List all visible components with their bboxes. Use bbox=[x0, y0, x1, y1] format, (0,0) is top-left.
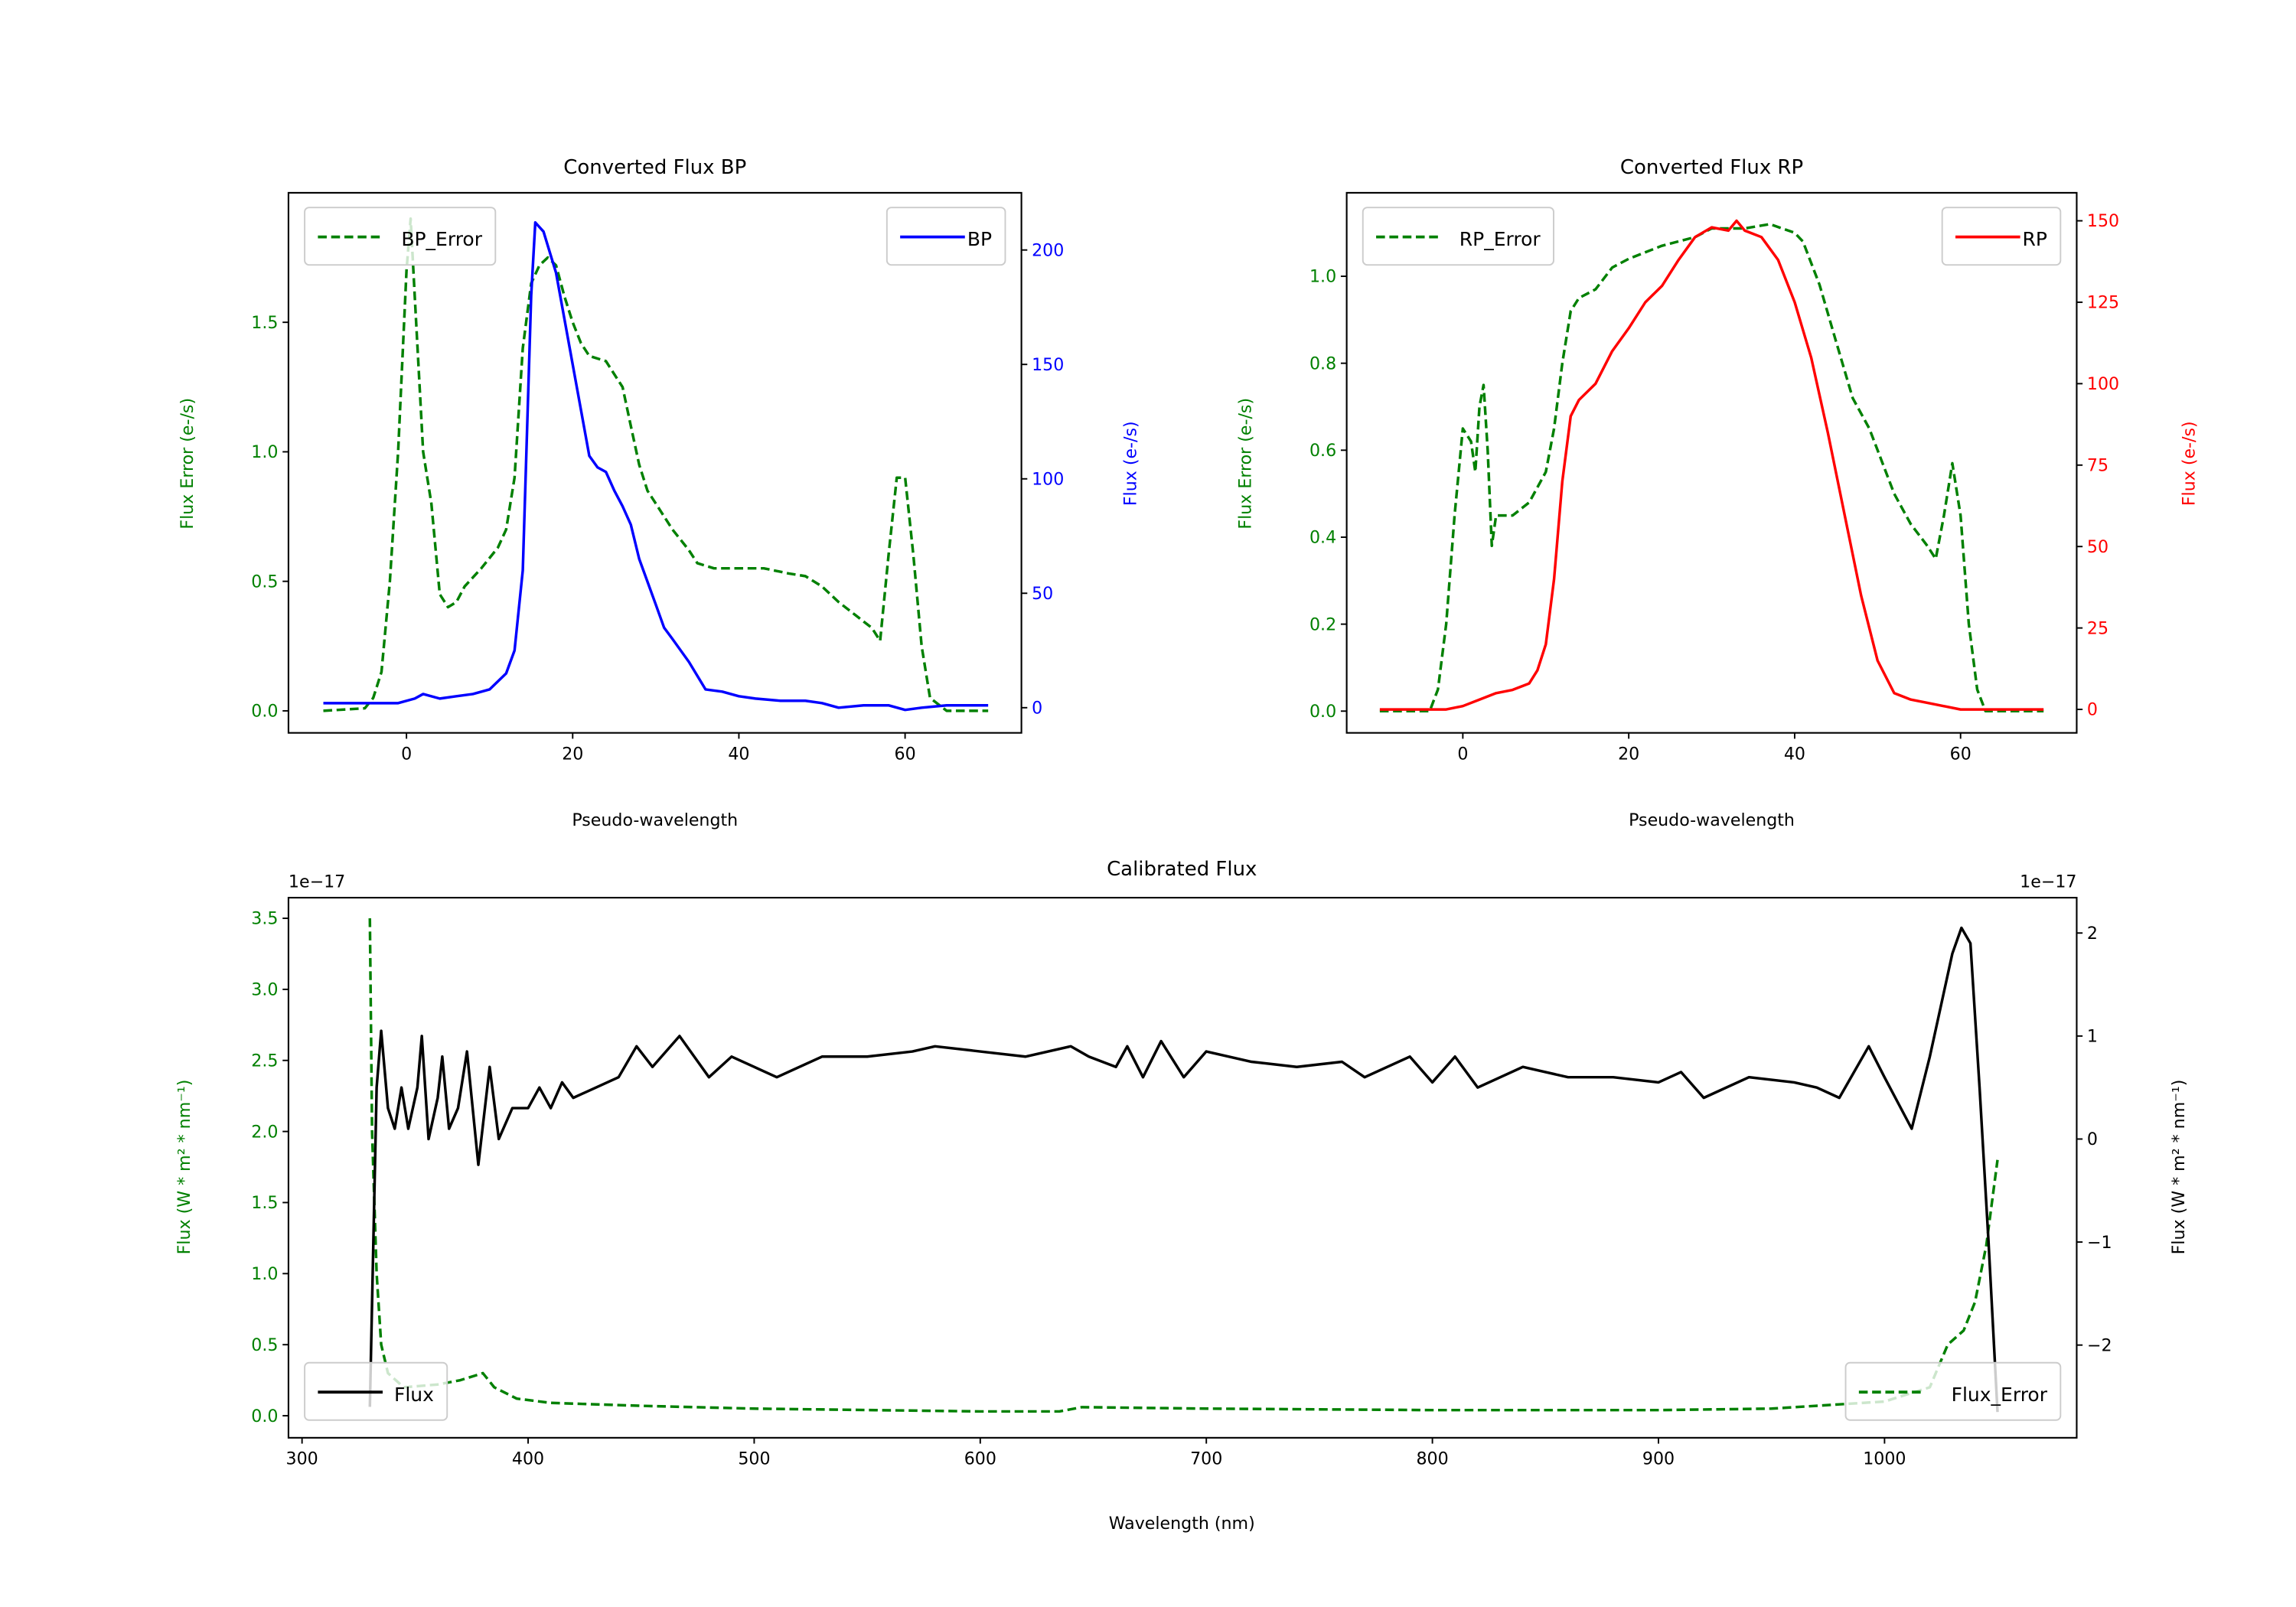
y-right-tick-label: 100 bbox=[2087, 374, 2119, 394]
legend-flux: Flux bbox=[304, 1361, 448, 1421]
axes-0: 0 20 40 60 0.0 0.5 1.0 1.5 0 50 100 150 200 BP_Error B… bbox=[251, 191, 1064, 764]
x-tick-label: 0 bbox=[401, 744, 412, 764]
legend-label: BP_Error bbox=[401, 228, 482, 250]
x-tick-label: 900 bbox=[1642, 1449, 1675, 1468]
y-left-tick-label: 0.0 bbox=[1309, 702, 1336, 722]
y-axis-right-label: Flux (e-/s) bbox=[1121, 421, 1141, 506]
offset-text-right: 1e−17 bbox=[2020, 872, 2076, 892]
y-right-tick-label: −2 bbox=[2087, 1335, 2112, 1355]
y-left-tick-label: 1.0 bbox=[251, 442, 278, 462]
x-tick-label: 1000 bbox=[1863, 1449, 1906, 1468]
axes-1: 0 20 40 60 0.0 0.2 0.4 0.6 0.8 1.0 0 25 50 75 100 125 15… bbox=[1309, 191, 2119, 764]
x-tick-label: 400 bbox=[512, 1449, 544, 1468]
panel-rp: Converted Flux RP Pseudo-wavelength Flux… bbox=[1236, 156, 2200, 830]
series-line-bp bbox=[323, 221, 989, 712]
x-tick-label: 500 bbox=[738, 1449, 770, 1468]
y-axis-left-label: Flux Error (e-/s) bbox=[1236, 398, 1256, 530]
series-line-rp bbox=[1379, 219, 2044, 711]
y-right-tick-label: 0 bbox=[1032, 698, 1042, 718]
y-axis-right-label: Flux (e-/s) bbox=[2179, 421, 2199, 506]
x-axis-label: Pseudo-wavelength bbox=[572, 810, 738, 830]
x-tick-label: 40 bbox=[1784, 744, 1805, 764]
offset-text-left: 1e−17 bbox=[289, 872, 345, 892]
y-right-tick-label: 50 bbox=[2087, 537, 2108, 557]
legend-rp-error: RP_Error bbox=[1362, 207, 1554, 266]
y-left-tick-label: 1.0 bbox=[1309, 267, 1336, 287]
y-left-tick-label: 0.2 bbox=[1309, 614, 1336, 634]
y-left-tick-label: 2.5 bbox=[251, 1051, 278, 1071]
legend-label: Flux_Error bbox=[1952, 1384, 2048, 1406]
y-right-tick-label: 125 bbox=[2087, 293, 2119, 313]
legend-label: BP bbox=[967, 228, 992, 250]
panel-bp: Converted Flux BP Pseudo-wavelength Flux… bbox=[178, 156, 1141, 830]
x-tick-label: 0 bbox=[1457, 744, 1468, 764]
y-right-tick-label: 0 bbox=[2087, 700, 2098, 720]
series-line-flux bbox=[368, 926, 1999, 1413]
chart-title: Converted Flux RP bbox=[1620, 156, 1803, 179]
axes-2: 300 400 500 600 700 800 900 1000 0.0 0.5 1.0 1.5 2.0… bbox=[251, 897, 2112, 1468]
y-right-tick-label: 100 bbox=[1032, 469, 1064, 489]
y-left-tick-label: 3.5 bbox=[251, 909, 278, 929]
plot-frame bbox=[287, 897, 2078, 1439]
y-axis-right-label: Flux (W * m² * nm⁻¹) bbox=[2169, 1080, 2189, 1255]
x-tick-label: 800 bbox=[1416, 1449, 1448, 1468]
y-right-tick-label: 2 bbox=[2087, 924, 2098, 944]
y-right-tick-label: 75 bbox=[2087, 455, 2108, 475]
legend-label: Flux bbox=[394, 1384, 434, 1406]
plot-frame bbox=[1345, 191, 2078, 734]
legend-label: RP bbox=[2023, 228, 2047, 250]
y-axis-left-label: Flux Error (e-/s) bbox=[178, 398, 197, 530]
y-left-tick-label: 0.5 bbox=[251, 572, 278, 592]
panel-calibrated: Calibrated Flux Wavelength (nm) Flux (W … bbox=[174, 858, 2189, 1534]
y-left-tick-label: 1.0 bbox=[251, 1264, 278, 1284]
y-left-tick-label: 1.5 bbox=[251, 313, 278, 333]
y-right-tick-label: 150 bbox=[2087, 211, 2119, 231]
y-left-tick-label: 0.5 bbox=[251, 1335, 278, 1355]
x-tick-label: 600 bbox=[964, 1449, 996, 1468]
y-left-tick-label: 0.0 bbox=[251, 702, 278, 722]
y-right-tick-label: 25 bbox=[2087, 618, 2108, 638]
x-axis-label: Wavelength (nm) bbox=[1109, 1514, 1255, 1534]
x-tick-label: 20 bbox=[562, 744, 583, 764]
y-left-tick-label: 0.6 bbox=[1309, 441, 1336, 461]
y-right-tick-label: 1 bbox=[2087, 1027, 2098, 1047]
legend-rp: RP bbox=[1941, 207, 2062, 266]
legend-box bbox=[1844, 1361, 2062, 1421]
legend-box bbox=[1362, 207, 1554, 266]
y-right-tick-label: 150 bbox=[1032, 355, 1064, 375]
plot-frame bbox=[287, 191, 1022, 734]
legend-bp: BP bbox=[885, 207, 1006, 266]
legend-label: RP_Error bbox=[1459, 228, 1541, 250]
y-left-tick-label: 0.0 bbox=[251, 1407, 278, 1426]
series-line-bp-error bbox=[323, 217, 989, 712]
y-left-tick-label: 1.5 bbox=[251, 1193, 278, 1213]
x-tick-label: 300 bbox=[286, 1449, 318, 1468]
x-tick-label: 60 bbox=[895, 744, 916, 764]
y-left-tick-label: 0.8 bbox=[1309, 354, 1336, 373]
series-line-flux-error bbox=[368, 918, 1999, 1413]
legend-box bbox=[304, 207, 497, 266]
y-left-tick-label: 2.0 bbox=[251, 1122, 278, 1142]
y-right-tick-label: 200 bbox=[1032, 240, 1064, 260]
series-line-rp-error bbox=[1379, 223, 2044, 712]
legend-flux-error: Flux_Error bbox=[1844, 1361, 2062, 1421]
legend-bp-error: BP_Error bbox=[304, 207, 497, 266]
x-axis-label: Pseudo-wavelength bbox=[1629, 810, 1795, 830]
x-tick-label: 40 bbox=[728, 744, 749, 764]
x-tick-label: 700 bbox=[1190, 1449, 1222, 1468]
y-right-tick-label: 0 bbox=[2087, 1129, 2098, 1149]
chart-title: Converted Flux BP bbox=[563, 156, 746, 179]
chart-title: Calibrated Flux bbox=[1107, 858, 1257, 881]
y-left-tick-label: 0.4 bbox=[1309, 528, 1336, 548]
y-axis-left-label: Flux (W * m² * nm⁻¹) bbox=[174, 1080, 194, 1255]
x-tick-label: 60 bbox=[1950, 744, 1971, 764]
y-left-tick-label: 3.0 bbox=[251, 980, 278, 1000]
y-right-tick-label: 50 bbox=[1032, 584, 1053, 604]
x-tick-label: 20 bbox=[1618, 744, 1639, 764]
y-right-tick-label: −1 bbox=[2087, 1233, 2112, 1253]
